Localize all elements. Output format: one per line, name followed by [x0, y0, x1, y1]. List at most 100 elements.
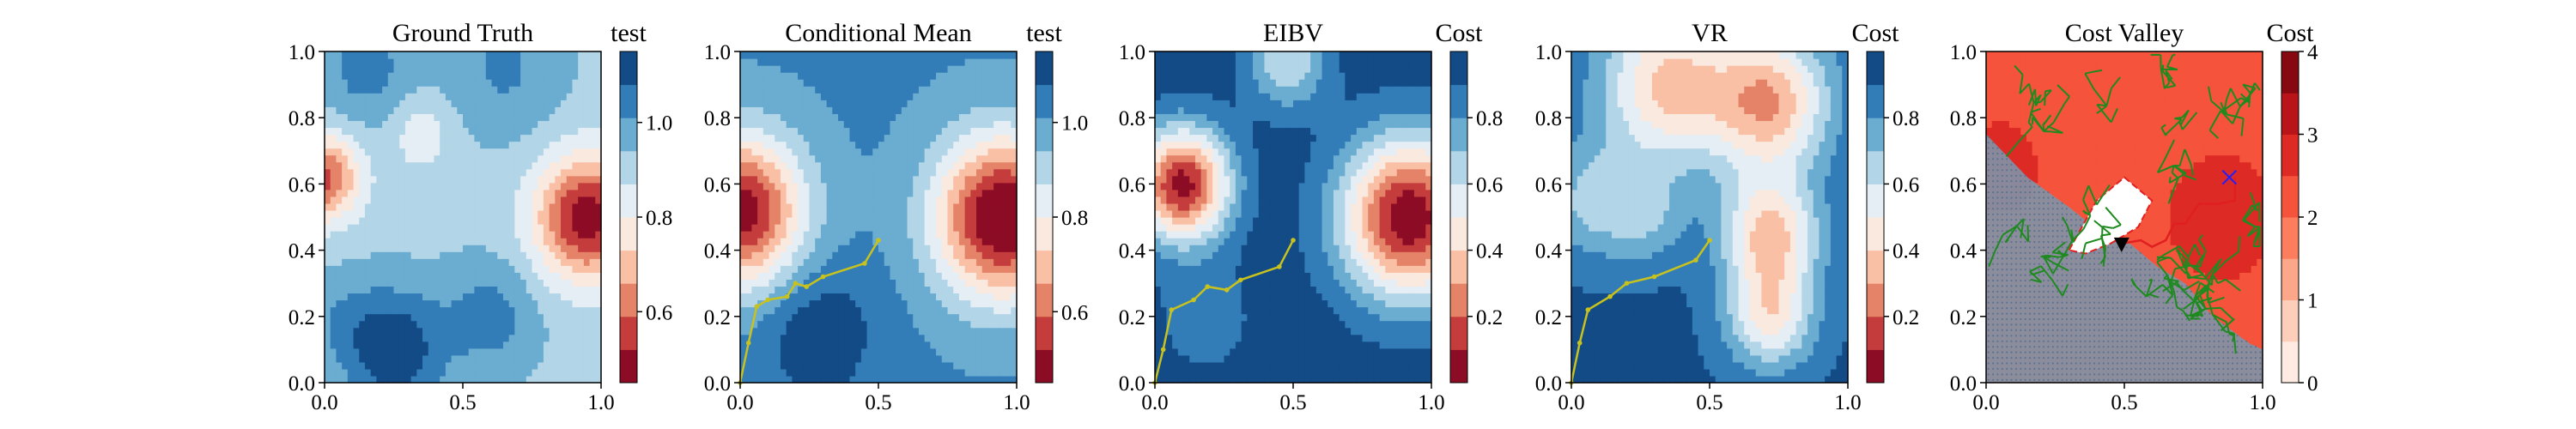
- heat-cell: [970, 341, 977, 349]
- heat-cell: [832, 65, 839, 73]
- heat-cell: [532, 224, 538, 232]
- heat-cell: [780, 58, 787, 66]
- heat-cell: [422, 272, 429, 280]
- heat-cell: [416, 341, 423, 349]
- heat-cell: [532, 127, 538, 136]
- heat-cell: [890, 375, 896, 384]
- heat-cell: [981, 251, 989, 259]
- heat-cell: [485, 293, 493, 301]
- heat-cell: [780, 320, 787, 329]
- heat-cell: [589, 168, 596, 177]
- heat-cell: [838, 279, 845, 287]
- heat-cell: [434, 209, 440, 218]
- heat-cell: [780, 286, 787, 294]
- heat-cell: [924, 368, 931, 377]
- heat-cell: [404, 327, 412, 335]
- heat-cell: [872, 299, 879, 308]
- heat-cell: [342, 306, 349, 315]
- heat-cell: [330, 258, 337, 266]
- heat-cell: [798, 265, 805, 273]
- heat-cell: [578, 79, 585, 87]
- heat-cell: [775, 327, 781, 335]
- heat-cell: [896, 202, 902, 211]
- heat-cell: [549, 100, 556, 107]
- heat-cell: [981, 320, 989, 329]
- heat-cell: [549, 375, 556, 384]
- heat-cell: [890, 161, 896, 170]
- heat-cell: [843, 79, 851, 87]
- heat-cell: [924, 354, 931, 363]
- heat-cell: [342, 293, 349, 301]
- heat-cell: [815, 154, 822, 163]
- heat-cell: [342, 245, 349, 252]
- heat-cell: [762, 279, 770, 287]
- heat-cell: [578, 231, 585, 239]
- heat-cell: [330, 202, 337, 211]
- heat-cell: [359, 375, 366, 384]
- heat-cell: [485, 217, 493, 225]
- heat-cell: [404, 141, 412, 149]
- heat-cell: [538, 79, 544, 87]
- heat-cell: [555, 209, 562, 218]
- heat-cell: [1177, 120, 1185, 129]
- heat-cell: [809, 293, 816, 301]
- heat-cell: [896, 189, 902, 197]
- heat-cell: [958, 217, 966, 225]
- heat-cell: [440, 51, 447, 59]
- heat-cell: [468, 231, 476, 239]
- heat-cell: [508, 251, 515, 259]
- heat-cell: [815, 161, 822, 170]
- heat-cell: [422, 120, 429, 129]
- heat-cell: [514, 375, 521, 384]
- heat-cell: [958, 93, 966, 100]
- heat-cell: [474, 79, 481, 87]
- heat-cell: [947, 238, 954, 245]
- heat-cell: [1166, 86, 1173, 94]
- heat-cell: [393, 217, 400, 225]
- heat-cell: [918, 72, 926, 80]
- heat-cell: [792, 161, 799, 170]
- heat-cell: [941, 265, 949, 273]
- heat-cell: [561, 286, 568, 294]
- heat-cell: [336, 182, 343, 190]
- heat-cell: [878, 306, 885, 315]
- heat-cell: [404, 299, 412, 308]
- heat-cell: [872, 265, 879, 273]
- heat-cell: [474, 361, 481, 370]
- heat-cell: [832, 272, 839, 280]
- heat-cell: [987, 120, 994, 129]
- heat-cell: [422, 148, 429, 156]
- heat-cell: [890, 86, 896, 94]
- heat-cell: [508, 175, 515, 184]
- heat-cell: [872, 168, 879, 177]
- heat-cell: [359, 161, 366, 170]
- heat-cell: [941, 93, 949, 100]
- heat-cell: [434, 238, 440, 245]
- heat-cell: [342, 327, 349, 335]
- heat-cell: [769, 293, 775, 301]
- heat-cell: [907, 217, 914, 225]
- heat-cell: [376, 368, 383, 377]
- heat-cell: [792, 272, 799, 280]
- heat-cell: [981, 141, 989, 149]
- heat-cell: [543, 224, 550, 232]
- heat-cell: [474, 182, 481, 190]
- heat-cell: [820, 100, 828, 107]
- heat-cell: [826, 320, 833, 329]
- heat-cell: [826, 224, 833, 232]
- heat-cell: [999, 258, 1006, 266]
- heat-cell: [1005, 327, 1012, 335]
- heat-cell: [1172, 154, 1179, 163]
- heat-cell: [820, 168, 828, 177]
- heat-cell: [434, 161, 440, 170]
- heat-cell: [376, 175, 383, 184]
- heat-cell: [566, 238, 574, 245]
- heat-cell: [999, 320, 1006, 329]
- heat-cell: [491, 361, 498, 370]
- heat-cell: [532, 286, 538, 294]
- heat-cell: [572, 217, 579, 225]
- heat-cell: [549, 286, 556, 294]
- heat-cell: [555, 175, 562, 184]
- heat-cell: [970, 293, 977, 301]
- heat-cell: [896, 168, 902, 177]
